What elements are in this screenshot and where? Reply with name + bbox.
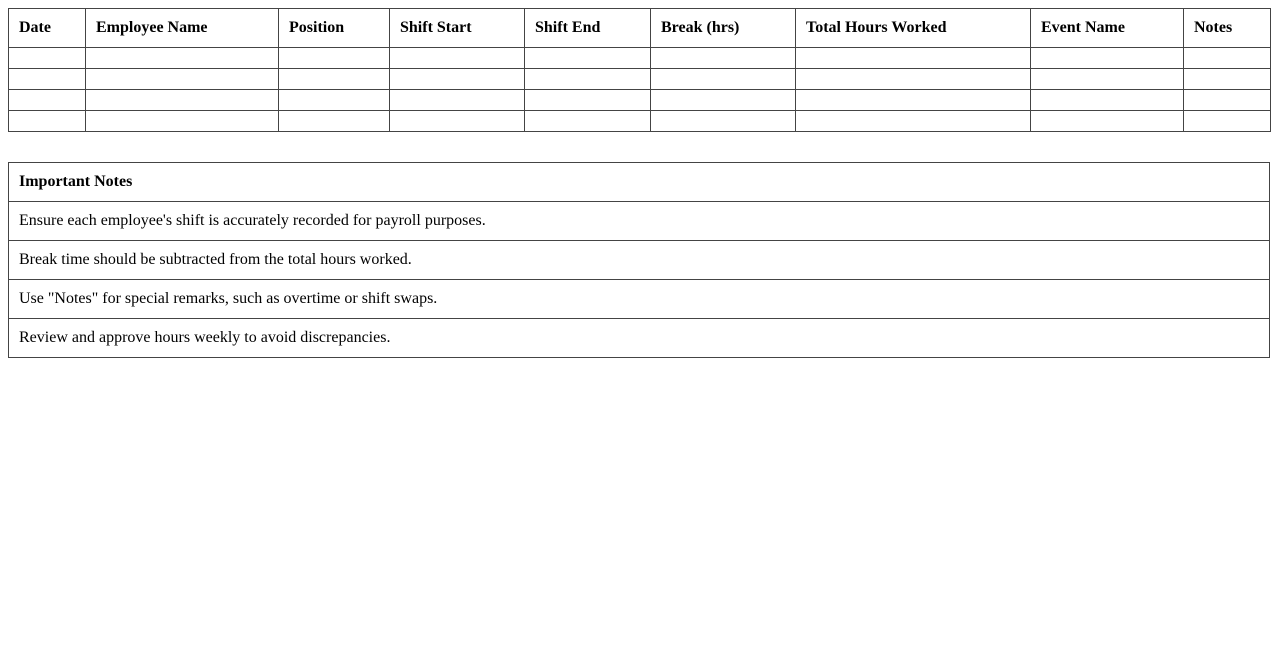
notes-title: Important Notes — [8, 162, 1270, 202]
table-cell[interactable] — [85, 89, 279, 111]
column-header: Total Hours Worked — [795, 8, 1031, 48]
table-cell[interactable] — [650, 110, 796, 132]
note-row: Ensure each employee's shift is accurate… — [8, 201, 1270, 241]
table-cell[interactable] — [650, 89, 796, 111]
table-cell[interactable] — [278, 47, 390, 69]
column-header: Notes — [1183, 8, 1271, 48]
column-header: Break (hrs) — [650, 8, 796, 48]
table-cell[interactable] — [85, 68, 279, 90]
table-cell[interactable] — [1183, 89, 1271, 111]
table-row — [8, 47, 1271, 69]
table-cell[interactable] — [650, 68, 796, 90]
table-cell[interactable] — [8, 47, 86, 69]
table-cell[interactable] — [8, 110, 86, 132]
table-cell[interactable] — [524, 110, 651, 132]
table-cell[interactable] — [1183, 68, 1271, 90]
note-text: Break time should be subtracted from the… — [8, 240, 1270, 280]
table-cell[interactable] — [524, 47, 651, 69]
table-cell[interactable] — [8, 89, 86, 111]
table-cell[interactable] — [1030, 89, 1184, 111]
note-text: Use "Notes" for special remarks, such as… — [8, 279, 1270, 319]
table-cell[interactable] — [389, 89, 525, 111]
table-cell[interactable] — [795, 68, 1031, 90]
table-cell[interactable] — [1183, 110, 1271, 132]
column-header: Employee Name — [85, 8, 279, 48]
table-cell[interactable] — [1030, 47, 1184, 69]
table-cell[interactable] — [389, 68, 525, 90]
table-row — [8, 68, 1271, 90]
column-header: Date — [8, 8, 86, 48]
note-text: Review and approve hours weekly to avoid… — [8, 318, 1270, 358]
table-cell[interactable] — [278, 68, 390, 90]
table-cell[interactable] — [524, 89, 651, 111]
column-header: Position — [278, 8, 390, 48]
column-header: Shift End — [524, 8, 651, 48]
table-cell[interactable] — [389, 110, 525, 132]
column-header: Shift Start — [389, 8, 525, 48]
shift-table: Date Employee Name Position Shift Start Shif… — [8, 8, 1271, 132]
table-cell[interactable] — [85, 110, 279, 132]
table-cell[interactable] — [389, 47, 525, 69]
table-cell[interactable] — [795, 110, 1031, 132]
table-cell[interactable] — [524, 68, 651, 90]
notes-header-row: Important Notes — [8, 162, 1270, 202]
table-cell[interactable] — [85, 47, 279, 69]
header-row: Date Employee Name Position Shift Start Shif… — [8, 8, 1271, 48]
important-notes-table: Important Notes Ensure each employee's s… — [8, 162, 1270, 358]
note-text: Ensure each employee's shift is accurate… — [8, 201, 1270, 241]
table-cell[interactable] — [8, 68, 86, 90]
note-row: Break time should be subtracted from the… — [8, 240, 1270, 280]
table-cell[interactable] — [1183, 47, 1271, 69]
table-cell[interactable] — [278, 110, 390, 132]
table-cell[interactable] — [650, 47, 796, 69]
table-cell[interactable] — [795, 47, 1031, 69]
table-row — [8, 110, 1271, 132]
table-row — [8, 89, 1271, 111]
note-row: Review and approve hours weekly to avoid… — [8, 318, 1270, 358]
note-row: Use "Notes" for special remarks, such as… — [8, 279, 1270, 319]
table-cell[interactable] — [278, 89, 390, 111]
column-header: Event Name — [1030, 8, 1184, 48]
table-cell[interactable] — [795, 89, 1031, 111]
table-cell[interactable] — [1030, 68, 1184, 90]
table-cell[interactable] — [1030, 110, 1184, 132]
